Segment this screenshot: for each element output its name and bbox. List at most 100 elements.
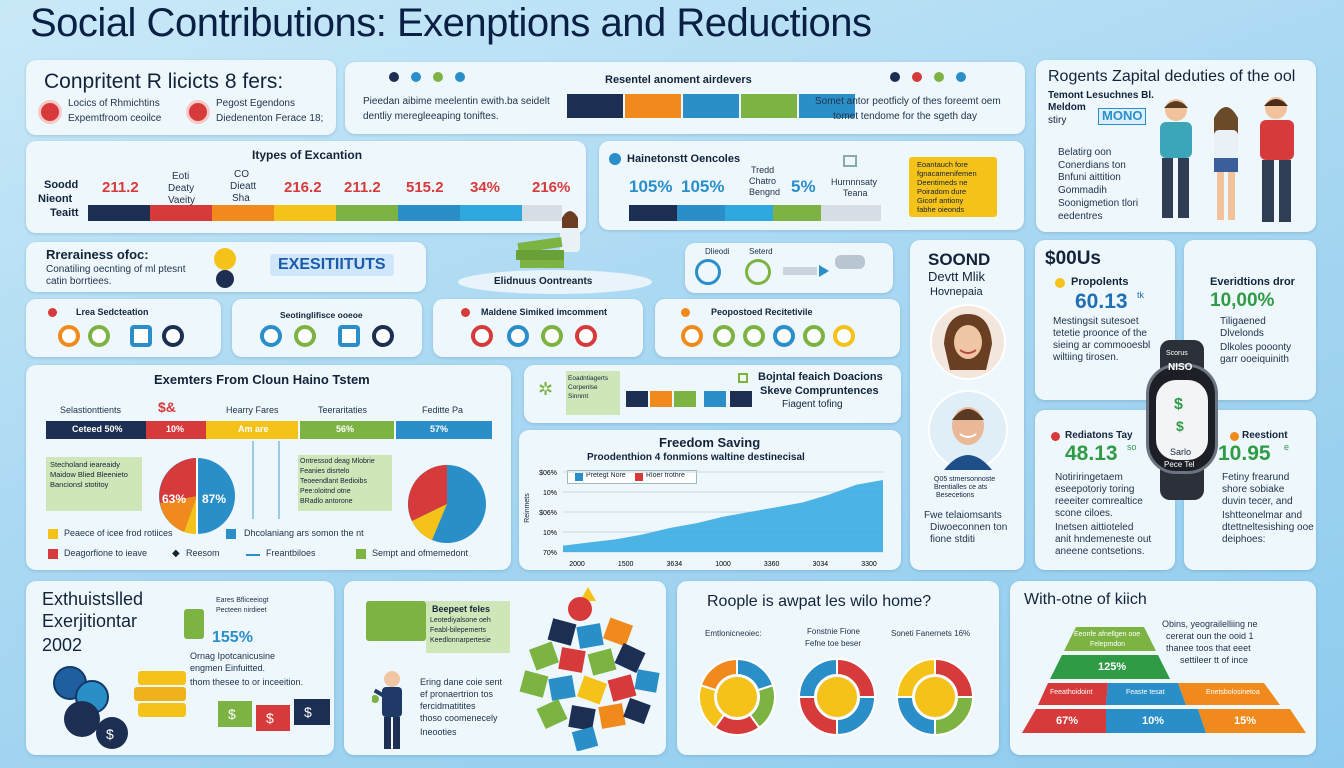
avatar: [928, 390, 1008, 470]
stat-text: garr ooeiquinith: [1220, 354, 1289, 365]
note-text: Gicorf antiony: [917, 196, 964, 205]
person-icon: [372, 671, 402, 749]
donut-slice: [797, 657, 838, 698]
col-head: Chatro: [749, 176, 777, 186]
watch-text: Pece Tel: [1164, 460, 1195, 469]
category-title: Peopostoed Recitetivile: [711, 307, 813, 317]
note-text: Beepeet feles: [432, 604, 491, 614]
banner: [458, 270, 652, 294]
stat-text: scone ciloes.: [1055, 508, 1113, 519]
stat-text: duvin tecer, and: [1222, 496, 1293, 507]
note-text: Deentimeds ne: [917, 178, 968, 187]
dials-card: Dlieodi Seterd: [685, 243, 893, 293]
stat-value: 10.95: [1218, 442, 1271, 465]
note-text: BRadlo antorone: [300, 498, 353, 505]
pyramid-label: Enetsbolosinetoa: [1206, 689, 1260, 696]
svg-text:$: $: [266, 710, 274, 726]
stat-heading: $00Us: [1045, 248, 1101, 269]
gear-icon: [575, 325, 597, 347]
profile-card: SOOND Devtt Mlik Hovnepaia Q05 stmersonn…: [910, 240, 1024, 570]
stat-text: dtettneltesishing ooe: [1222, 522, 1314, 533]
note-text: Feanies disrtelo: [300, 468, 350, 475]
stat-label: Propolents: [1071, 276, 1129, 288]
col-head: Tredd: [751, 165, 775, 175]
donut-center-icon: [717, 677, 757, 717]
profile-text: Besecetions: [936, 492, 975, 499]
chart-subtitle: Proodenthion 4 fonmions waltine destinec…: [587, 452, 805, 463]
pyramid-value: 10%: [1142, 715, 1165, 727]
stat-card: $00Us Propolents 60.13 tk Mestingsit sut…: [1035, 240, 1175, 400]
capital-bullet: Conerdians ton: [1058, 160, 1126, 171]
y-tick-label: 70%: [543, 550, 557, 557]
mono-badge: MONO: [1098, 108, 1147, 125]
col-head: Selastionttients: [60, 405, 122, 415]
note-text: Bancionsl stotitoy: [50, 480, 109, 489]
gift-icon: [184, 609, 204, 639]
gear-icon: [260, 325, 282, 347]
exempt-cluster-title: Exemters From Cloun Haino Tstem: [154, 372, 370, 387]
stat-sup: tk: [1137, 290, 1145, 300]
note-text: Eoadntiagerts: [568, 375, 609, 382]
gear-icon: [681, 325, 703, 347]
segment-label: Am are: [238, 424, 269, 434]
note-box: [298, 455, 392, 511]
bar-segment: [212, 205, 274, 221]
legend-label: Pretegt Nore: [586, 472, 626, 479]
gift-icon: $&: [158, 399, 176, 415]
legend-swatch: [48, 529, 58, 539]
legend-swatch: [635, 473, 643, 481]
svg-text:$: $: [304, 704, 312, 720]
category-title: Maldene Simiked imcomment: [481, 307, 608, 317]
banner-text: Elidnuus Oontreants: [494, 276, 593, 287]
gear-icon: [833, 325, 855, 347]
watch-text: NISO: [1168, 362, 1193, 373]
donut-center-icon: [915, 677, 955, 717]
value-label: 34%: [470, 179, 501, 196]
svg-text:$: $: [106, 726, 114, 742]
pyramid-card: With-otne of kiich Obins, yeograilelliin…: [1010, 581, 1316, 755]
profile-name: Devtt Mlik: [928, 269, 986, 284]
x-tick-label: 1000: [715, 561, 731, 568]
exh-title: Exthuistslled: [42, 589, 144, 609]
contrib-item: Locics of Rhmichtins: [68, 98, 160, 109]
value-label: 211.2: [102, 179, 139, 196]
exempt-cluster-card: Exemters From Cloun Haino Tstem Selastio…: [26, 365, 511, 570]
note-text: Maidow Blied Bleenieto: [50, 470, 128, 479]
gear-icon: [338, 325, 360, 347]
stat-text: Tiligaened: [1220, 316, 1266, 327]
coin-icon: [214, 248, 236, 270]
contributions-card: Conpritent R licicts 8 fers: Locics of R…: [26, 60, 336, 135]
contributions-title: Conpritent R licicts 8 fers:: [44, 70, 284, 93]
chart-title: Freedom Saving: [659, 435, 761, 450]
bar-segment: [650, 391, 672, 407]
gear-icon: [803, 325, 825, 347]
profile-name: Hovnepaia: [930, 286, 983, 298]
people-illustration: [1160, 97, 1294, 222]
dollar-icon: $: [1174, 396, 1183, 413]
value-label: 211.2: [344, 179, 381, 196]
note-text: fgnacamenifemen: [917, 169, 977, 178]
capital-sub: Temont Lesuchnes Bl.: [1048, 90, 1154, 101]
bar-segment: [677, 205, 725, 221]
gear-icon: [294, 325, 316, 347]
category-card: Seotinglifisce ooeoe: [232, 299, 422, 357]
residence-title: Rrerainess ofoc:: [46, 247, 149, 262]
puzzle-card: Beepeet feles Leotediyalsone oeh Feabl-b…: [344, 581, 666, 755]
col-head: Hurnnnsaty: [831, 177, 878, 187]
side-label: Nieont: [38, 193, 73, 205]
gear-icon: [58, 325, 80, 347]
stat-text: Fetiny frearund: [1222, 472, 1290, 483]
col-head: Teana: [843, 188, 868, 198]
pyramid-text: Obins, yeograilelliing ne: [1162, 619, 1258, 629]
capital-sub: stiry: [1048, 115, 1067, 126]
segment-label: 56%: [336, 424, 355, 434]
capital-bullet: eedentres: [1058, 211, 1103, 222]
puzzle-text: thoso coomenecely: [420, 713, 498, 723]
note-text: Eoantauch fore: [917, 160, 968, 169]
exh-pct: 155%: [212, 629, 253, 646]
divider: [278, 441, 280, 519]
bar-segment: [567, 94, 623, 118]
lamp-icon: ✲: [538, 379, 554, 399]
saving-chart-card: Freedom Saving Proodenthion 4 fonmions w…: [519, 430, 901, 570]
stat-text: Notiriringetaem: [1055, 472, 1123, 483]
